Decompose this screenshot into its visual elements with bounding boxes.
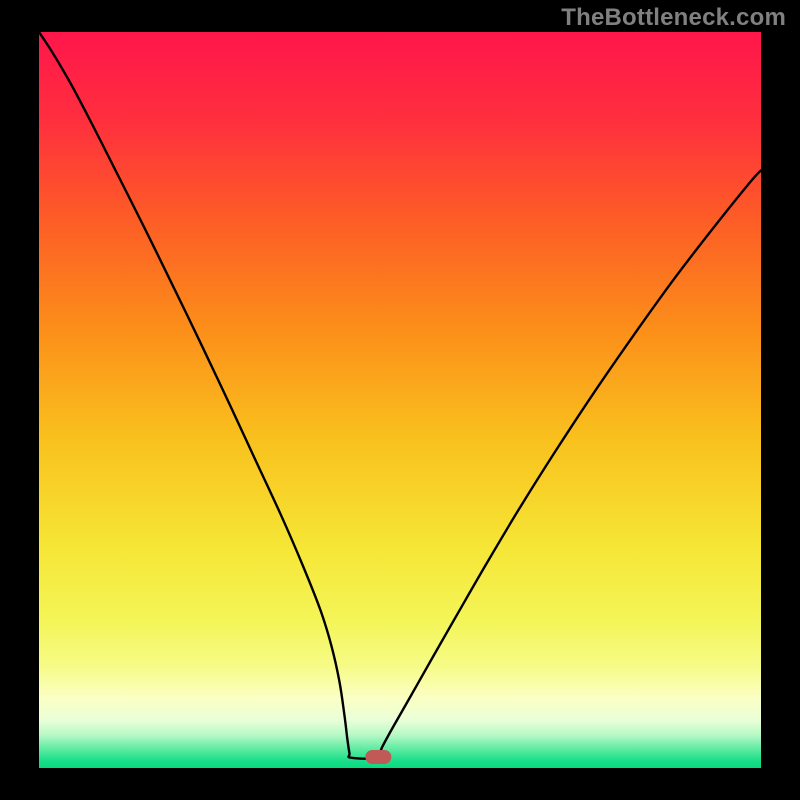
plot-area — [39, 32, 761, 768]
stage: TheBottleneck.com — [0, 0, 800, 800]
notch-marker — [365, 750, 391, 764]
bottleneck-chart — [0, 0, 800, 800]
plot-background-gradient — [39, 32, 761, 768]
watermark-text: TheBottleneck.com — [561, 4, 786, 32]
